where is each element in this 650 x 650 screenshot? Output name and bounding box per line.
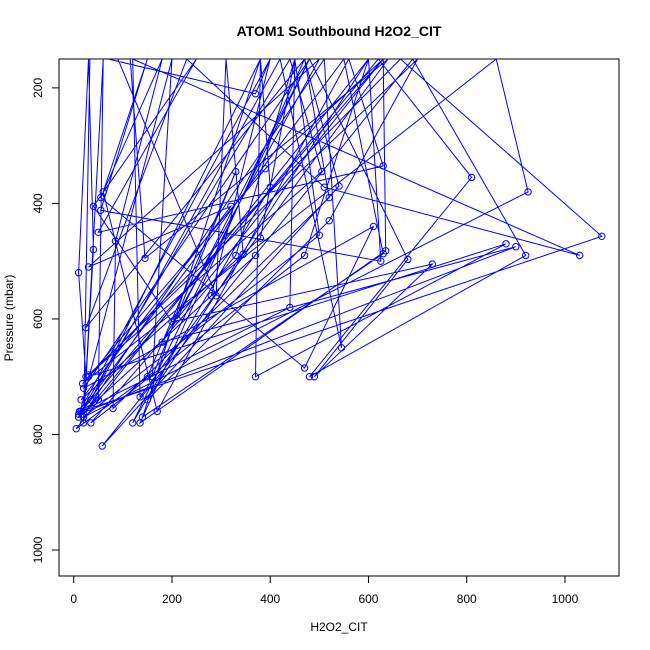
data-point bbox=[168, 318, 176, 326]
data-point bbox=[239, 250, 247, 258]
data-point bbox=[251, 90, 260, 98]
data-point bbox=[129, 419, 137, 427]
chart-title: ATOM1 Southbound H2O2_CIT bbox=[237, 23, 442, 39]
data-point bbox=[325, 193, 333, 202]
data-point bbox=[310, 373, 319, 381]
data-point bbox=[77, 396, 85, 404]
data-point bbox=[502, 240, 510, 248]
data-point bbox=[82, 323, 90, 332]
data-point bbox=[320, 183, 328, 191]
data-point bbox=[78, 379, 87, 388]
data-point bbox=[87, 396, 95, 404]
y-tick-label: 1000 bbox=[31, 536, 45, 563]
data-point bbox=[148, 373, 157, 381]
data-point bbox=[77, 407, 85, 416]
data-point bbox=[266, 183, 274, 191]
data-point bbox=[300, 364, 309, 372]
data-point bbox=[325, 217, 333, 225]
x-axis: 0 200 400 600 800 1000 bbox=[70, 575, 579, 606]
data-point bbox=[136, 419, 144, 427]
data-point bbox=[335, 182, 343, 190]
data-point bbox=[89, 202, 98, 211]
y-tick-label: 400 bbox=[31, 193, 45, 213]
data-point bbox=[305, 373, 314, 381]
data-point bbox=[467, 173, 476, 182]
x-tick-label: 0 bbox=[70, 592, 77, 606]
data-point bbox=[79, 419, 88, 427]
data-point bbox=[377, 257, 385, 265]
data-point bbox=[232, 251, 240, 260]
data-point bbox=[598, 232, 606, 241]
series-line bbox=[75, 59, 603, 447]
data-point bbox=[337, 344, 346, 352]
data-point bbox=[94, 228, 103, 237]
x-axis-label: H2O2_CIT bbox=[310, 620, 368, 634]
data-point bbox=[524, 188, 532, 196]
x-tick-label: 400 bbox=[260, 592, 280, 606]
data-point bbox=[143, 396, 152, 404]
data-point bbox=[379, 162, 387, 170]
data-point bbox=[136, 393, 144, 401]
data-point bbox=[261, 165, 269, 173]
x-tick-label: 600 bbox=[358, 592, 378, 606]
data-point bbox=[232, 167, 240, 176]
data-point bbox=[315, 231, 324, 239]
data-point bbox=[79, 384, 88, 392]
data-point bbox=[87, 419, 95, 427]
data-point bbox=[97, 206, 105, 215]
data-point bbox=[251, 373, 260, 381]
series-group bbox=[75, 59, 603, 447]
x-tick-label: 800 bbox=[457, 592, 477, 606]
data-point bbox=[84, 371, 93, 379]
data-point bbox=[207, 292, 216, 300]
data-point bbox=[576, 251, 584, 260]
data-point bbox=[382, 247, 390, 255]
data-point bbox=[141, 254, 149, 262]
data-point bbox=[84, 263, 93, 271]
data-point bbox=[97, 193, 105, 202]
data-point bbox=[512, 243, 520, 251]
data-point bbox=[153, 407, 161, 416]
data-point bbox=[369, 222, 378, 231]
data-point bbox=[404, 255, 412, 264]
data-point bbox=[72, 425, 80, 433]
data-point bbox=[286, 303, 294, 312]
data-point bbox=[111, 237, 120, 245]
data-point bbox=[428, 260, 436, 268]
y-tick-label: 600 bbox=[31, 309, 45, 329]
data-point bbox=[89, 245, 98, 254]
data-point bbox=[256, 234, 265, 242]
data-point bbox=[522, 251, 530, 260]
marker-group bbox=[72, 90, 606, 450]
data-point bbox=[109, 404, 117, 413]
y-axis-label: Pressure (mbar) bbox=[2, 275, 16, 362]
y-axis: 200 400 600 800 1000 bbox=[31, 78, 60, 563]
data-point bbox=[98, 442, 106, 450]
data-point bbox=[94, 396, 103, 404]
data-point bbox=[318, 167, 326, 176]
x-tick-label: 1000 bbox=[552, 592, 579, 606]
data-point bbox=[158, 338, 166, 346]
data-point bbox=[212, 292, 220, 300]
data-point bbox=[300, 251, 309, 260]
y-tick-label: 200 bbox=[31, 78, 45, 98]
data-point bbox=[74, 269, 83, 277]
y-tick-label: 800 bbox=[31, 424, 45, 444]
plot-frame bbox=[58, 58, 620, 577]
x-tick-label: 200 bbox=[162, 592, 182, 606]
data-point bbox=[227, 202, 235, 211]
data-point bbox=[251, 251, 260, 260]
data-point bbox=[143, 373, 152, 381]
